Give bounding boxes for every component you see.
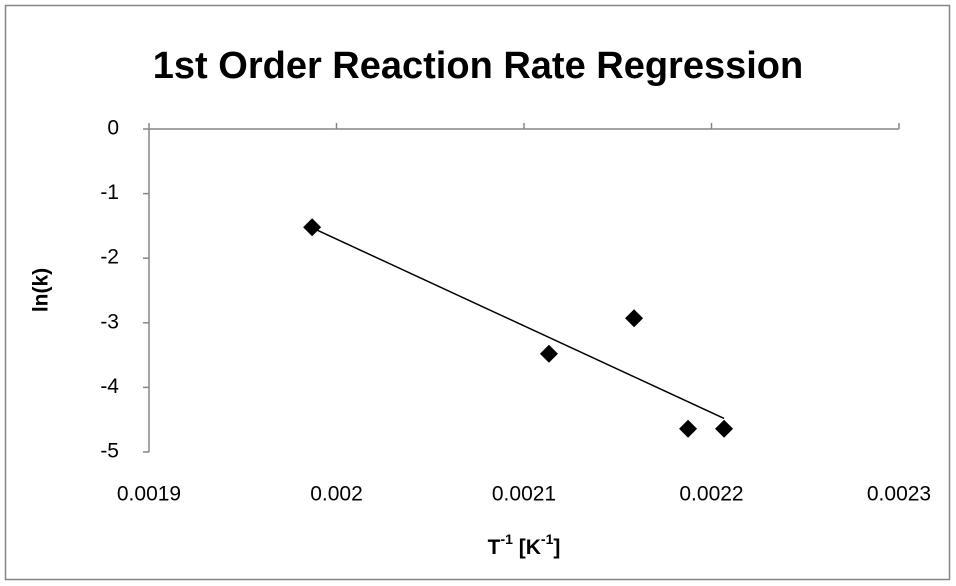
- chart-title: 1st Order Reaction Rate Regression: [153, 45, 803, 87]
- y-tick-label: -1: [100, 181, 119, 204]
- x-axis-title-part: ]: [553, 536, 560, 559]
- x-axis-title-part: -1: [541, 531, 554, 547]
- y-tick-label: -5: [100, 440, 119, 463]
- y-tick-label: -3: [100, 310, 119, 333]
- x-axis-title-part: [K: [513, 536, 541, 559]
- marker: [303, 218, 322, 237]
- y-tick-label: 0: [107, 117, 119, 140]
- x-tick-label: 0.0023: [867, 483, 931, 506]
- marker: [679, 419, 698, 438]
- x-axis-title: T-1 [K-1]: [488, 531, 561, 559]
- y-tick-label: -2: [100, 246, 119, 269]
- x-axis-title-part: T: [488, 536, 501, 559]
- marker: [715, 419, 734, 438]
- x-tick-label: 0.0021: [492, 483, 556, 506]
- y-axis-title: ln(k): [30, 268, 53, 312]
- x-tick-label: 0.0022: [679, 483, 743, 506]
- x-tick-label: 0.002: [310, 483, 363, 506]
- x-tick-label: 0.0019: [117, 483, 181, 506]
- y-tick-label: -4: [100, 375, 119, 398]
- trendline: [311, 227, 725, 420]
- marker: [539, 344, 558, 363]
- chart-border: [4, 4, 951, 581]
- marker: [625, 309, 644, 328]
- x-axis-title-part: -1: [500, 531, 513, 547]
